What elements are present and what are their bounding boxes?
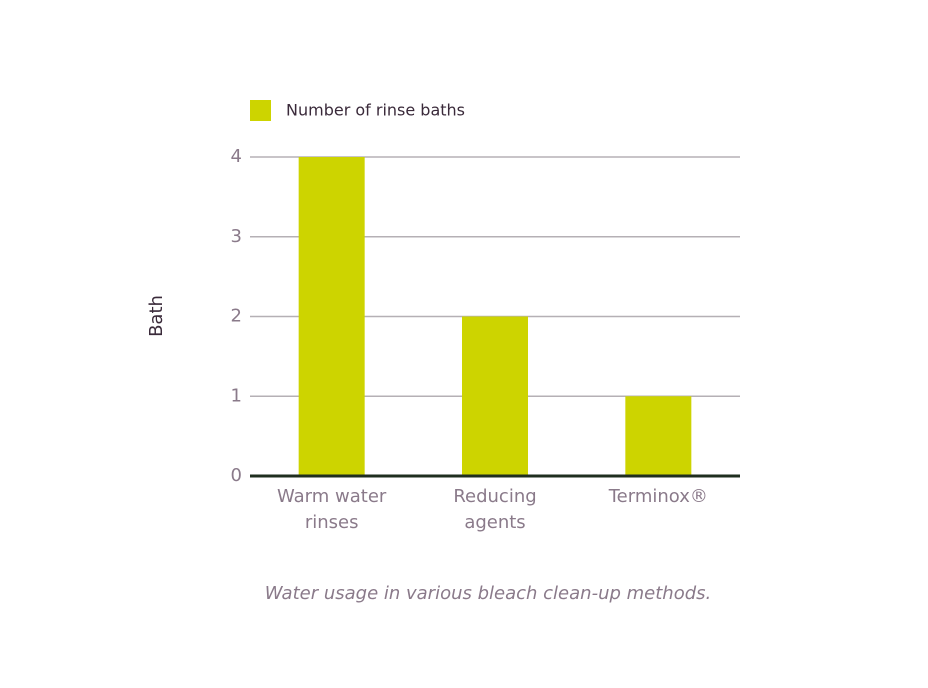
bar	[625, 396, 692, 476]
bar	[298, 157, 365, 476]
y-tick-label: 4	[231, 146, 242, 167]
y-tick-label: 0	[231, 465, 242, 486]
y-axis-label: Bath	[146, 295, 167, 337]
y-tick-label: 1	[231, 385, 242, 406]
x-tick-label: Warm water rinses	[277, 486, 387, 533]
y-tick-label: 2	[231, 306, 242, 327]
x-tick-label: Terminox®	[608, 486, 708, 507]
caption: Water usage in various bleach clean-up m…	[265, 583, 712, 604]
legend-swatch	[250, 100, 271, 121]
bar	[462, 316, 528, 476]
x-tick-label: Reducing agents	[453, 486, 537, 533]
legend-label: Number of rinse baths	[286, 101, 465, 120]
y-tick-label: 3	[231, 226, 242, 247]
